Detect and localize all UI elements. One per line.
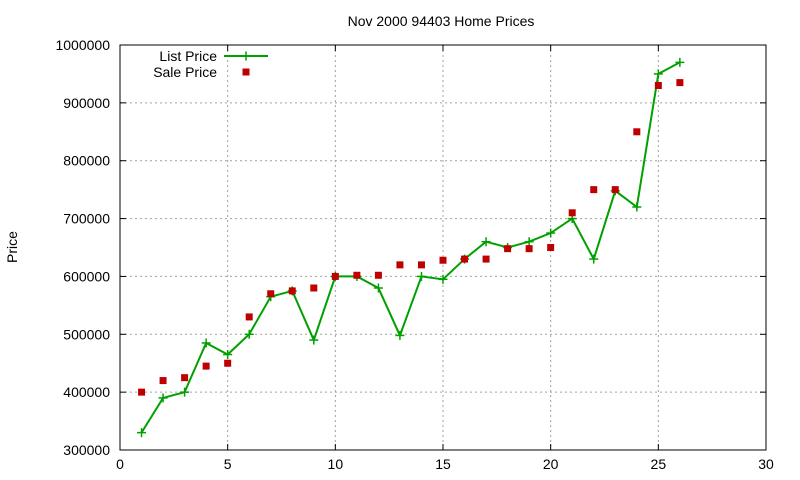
data-point-sale-price: [181, 374, 189, 382]
data-point-sale-price: [633, 128, 641, 136]
y-tick-label: 400000: [63, 384, 110, 400]
data-point-list-price: [675, 57, 685, 67]
x-tick-label: 25: [651, 456, 667, 472]
data-point-sale-price: [547, 244, 555, 251]
y-tick-label: 800000: [63, 153, 110, 169]
data-point-list-price: [524, 237, 534, 247]
data-point-list-price: [158, 393, 168, 403]
data-point-sale-price: [353, 271, 361, 279]
x-tick-label: 10: [328, 456, 344, 472]
data-point-list-price: [223, 350, 233, 360]
chart-title: Nov 2000 94403 Home Prices: [348, 13, 535, 29]
legend-label-list-price: List Price: [159, 48, 217, 64]
data-point-list-price: [481, 237, 491, 247]
data-point-sale-price: [138, 388, 146, 396]
x-tick-label: 15: [435, 456, 451, 472]
data-point-sale-price: [611, 186, 619, 194]
data-point-sale-price: [310, 284, 318, 292]
y-axis-label: Price: [4, 231, 20, 263]
data-point-sale-price: [417, 261, 425, 269]
data-point-list-price: [137, 428, 147, 438]
data-point-list-price: [244, 329, 254, 339]
data-point-sale-price: [331, 272, 339, 280]
data-point-sale-price: [504, 245, 512, 253]
data-point-list-price: [438, 274, 448, 284]
series-layer: [137, 57, 685, 438]
data-point-sale-price: [568, 209, 576, 217]
x-tick-label: 0: [116, 456, 124, 472]
data-point-list-price: [653, 69, 663, 79]
data-point-list-price: [632, 202, 642, 212]
x-tick-label: 30: [758, 456, 774, 472]
data-point-list-price: [201, 338, 211, 348]
y-tick-label: 500000: [63, 326, 110, 342]
data-point-sale-price: [525, 245, 533, 253]
data-point-list-price: [416, 271, 426, 281]
legend-label-sale-price: Sale Price: [153, 64, 217, 80]
data-point-list-price: [395, 330, 405, 340]
data-point-sale-price: [461, 255, 469, 263]
axis-ticks: 0 5 10 15 20 25 30 300000 400000 500000 600000 7000…: [55, 37, 774, 472]
y-tick-label: 600000: [63, 268, 110, 284]
data-point-sale-price: [245, 313, 253, 321]
data-point-list-price: [546, 228, 556, 238]
data-point-sale-price: [676, 79, 684, 87]
y-tick-label: 700000: [63, 211, 110, 227]
data-point-sale-price: [267, 290, 275, 298]
plot-frame: [119, 44, 767, 451]
data-point-sale-price: [590, 186, 598, 194]
data-point-sale-price: [224, 359, 232, 367]
data-point-sale-price: [396, 261, 404, 269]
data-point-list-price: [180, 387, 190, 397]
data-point-sale-price: [159, 377, 167, 385]
legend-marker-list-price: [241, 51, 251, 61]
data-point-list-price: [589, 254, 599, 264]
data-point-list-price: [373, 283, 383, 293]
y-tick-label: 1000000: [55, 37, 110, 53]
y-tick-label: 900000: [63, 95, 110, 111]
data-point-sale-price: [482, 255, 490, 263]
x-tick-label: 5: [224, 456, 232, 472]
data-point-sale-price: [439, 256, 447, 264]
data-point-sale-price: [654, 82, 662, 89]
series-line-list-price: [140, 61, 681, 434]
data-point-list-price: [309, 335, 319, 345]
y-tick-label: 300000: [63, 442, 110, 458]
legend-marker-sale-price: [242, 68, 250, 76]
data-point-sale-price: [202, 362, 210, 370]
data-point-sale-price: [288, 287, 296, 295]
x-tick-label: 20: [543, 456, 559, 472]
data-point-sale-price: [374, 271, 382, 279]
grid-lines: [120, 45, 766, 450]
